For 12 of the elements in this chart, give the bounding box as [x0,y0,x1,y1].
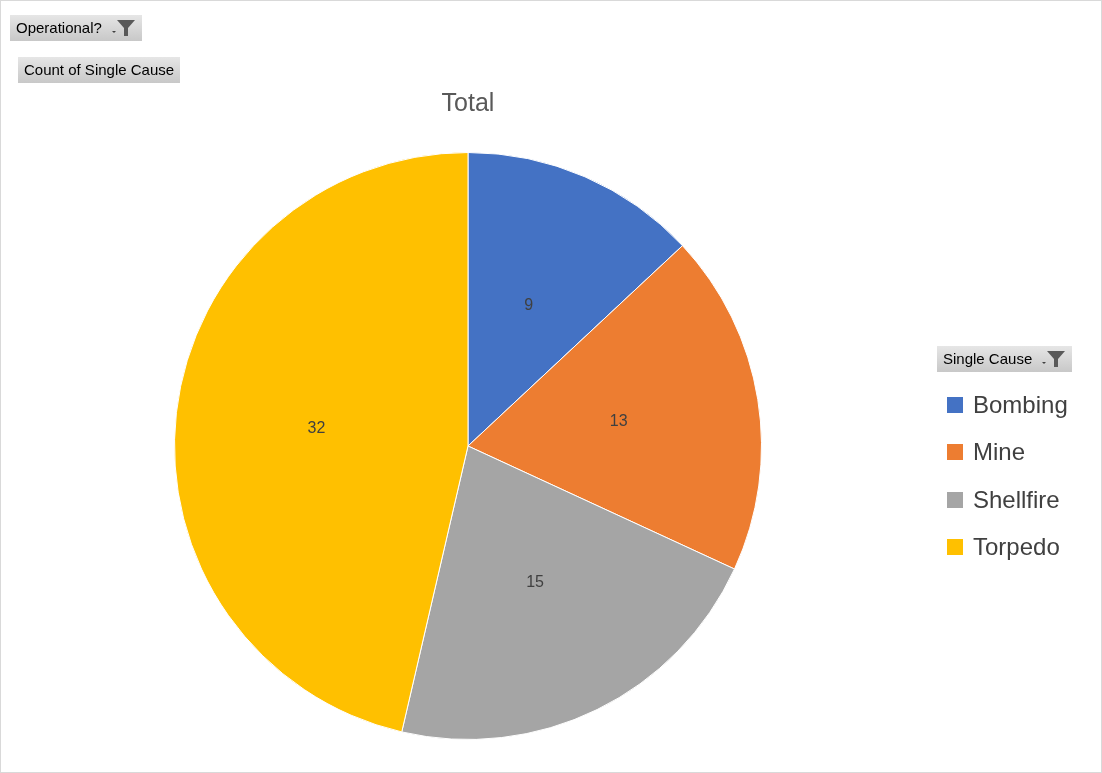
data-label: 32 [307,419,326,437]
data-label: 15 [526,573,545,591]
data-label: 13 [609,412,628,430]
legend-label: Torpedo [973,533,1060,562]
chart-title: Total [441,87,495,116]
legend-label: Mine [973,438,1026,467]
legend-label: Bombing [973,390,1068,419]
legend-label: Shellfire [973,485,1060,514]
text: Count of Single Cause [24,60,175,80]
text: Operational? [16,18,102,38]
data-label: 9 [524,296,534,314]
legend-title: Single Cause [943,349,1033,369]
